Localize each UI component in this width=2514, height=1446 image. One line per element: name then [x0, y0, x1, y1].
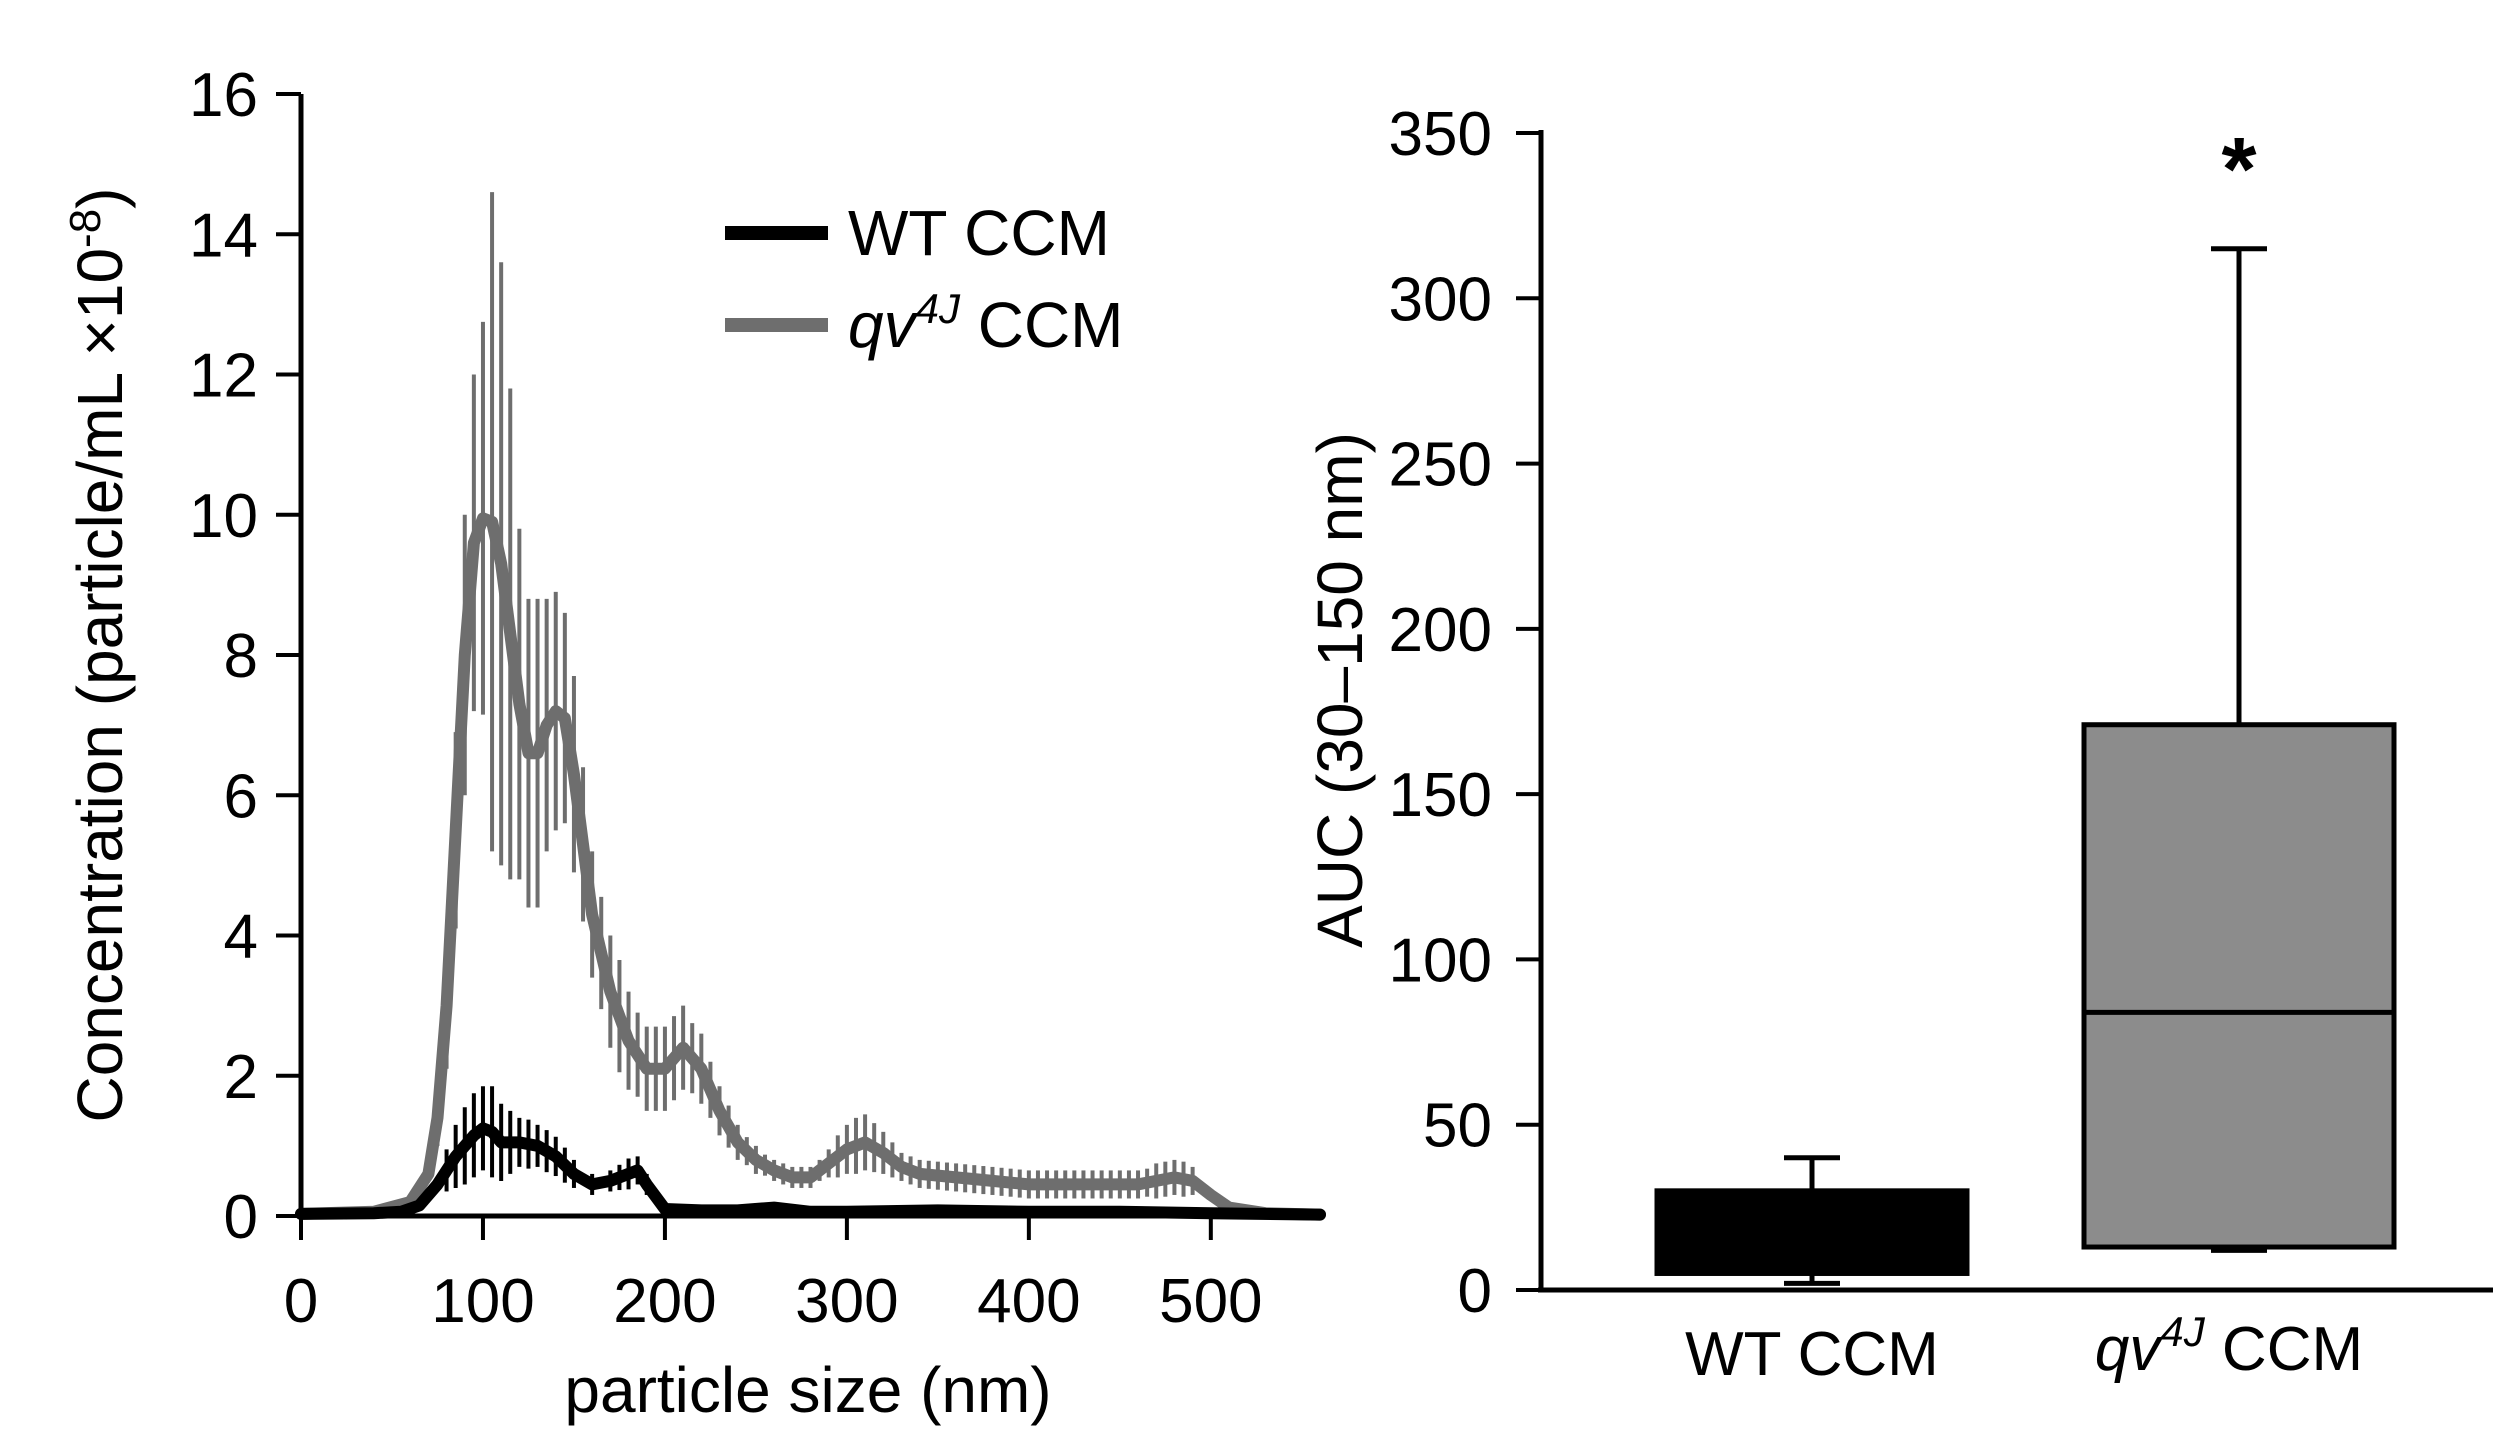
y-tick-label: 6	[224, 762, 258, 831]
y-tick-label: 50	[1423, 1092, 1492, 1161]
legend: WT CCM qv4J CCM	[725, 197, 1123, 361]
series-line	[295, 512, 1326, 1221]
x-ticks: 0 100 200 300 400 500	[284, 1216, 1263, 1336]
series-qv4j	[295, 192, 1326, 1221]
y-tick-label: 0	[224, 1183, 258, 1252]
box-chart: 0 50 100 150 200 250 300 350 WT CCM qv4J CCM AU…	[1304, 100, 2493, 1389]
significance-marker: *	[2221, 120, 2256, 220]
legend-label-wt: WT CCM	[848, 197, 1110, 269]
x-tick-label-qv4j: qv4J CCM	[2095, 1308, 2363, 1384]
y-axis-title: Concentration (particle/mL ×10-8)	[61, 188, 136, 1123]
box-iqr	[1654, 1188, 1970, 1276]
y-tick-label: 2	[224, 1043, 258, 1112]
x-tick-label: 0	[284, 1267, 318, 1336]
box-qv4j	[2081, 246, 2397, 1253]
series-line	[295, 1122, 1326, 1221]
y-tick-label: 300	[1389, 265, 1492, 334]
x-tick-label: 400	[977, 1267, 1080, 1336]
y-tick-label: 4	[224, 903, 258, 972]
y-tick-label: 150	[1389, 761, 1492, 830]
line-series-group	[295, 192, 1326, 1221]
x-axis-title: particle size (nm)	[564, 1354, 1051, 1426]
y-ticks: 0 50 100 150 200 250 300 350	[1389, 100, 1541, 1326]
y-tick-label: 14	[189, 201, 258, 270]
x-tick-label: 300	[795, 1267, 898, 1336]
x-tick-label: 100	[431, 1267, 534, 1336]
y-tick-label: 100	[1389, 926, 1492, 995]
y-axis-title: AUC (30–150 nm)	[1304, 432, 1376, 948]
legend-label-qv4j: qv4J CCM	[848, 285, 1123, 361]
x-tick-label: 200	[613, 1267, 716, 1336]
y-tick-label: 12	[189, 342, 258, 411]
box-elements-group	[1654, 246, 2397, 1286]
x-tick-label-wt: WT CCM	[1685, 1320, 1939, 1389]
y-tick-label: 16	[189, 61, 258, 130]
line-chart: 0 2 4 6 8 10 12 14 16 0 100 200 300 400 500 particle …	[61, 61, 1326, 1426]
y-tick-label: 10	[189, 482, 258, 551]
y-ticks: 0 2 4 6 8 10 12 14 16	[189, 61, 301, 1252]
y-tick-label: 8	[224, 622, 258, 691]
y-tick-label: 0	[1458, 1257, 1492, 1326]
box-wt	[1654, 1155, 1970, 1286]
y-tick-label: 250	[1389, 431, 1492, 500]
y-tick-label: 350	[1389, 100, 1492, 169]
x-tick-label: 500	[1159, 1267, 1262, 1336]
box-iqr	[2081, 722, 2397, 1250]
y-tick-label: 200	[1389, 596, 1492, 665]
series-wt	[295, 1086, 1326, 1221]
